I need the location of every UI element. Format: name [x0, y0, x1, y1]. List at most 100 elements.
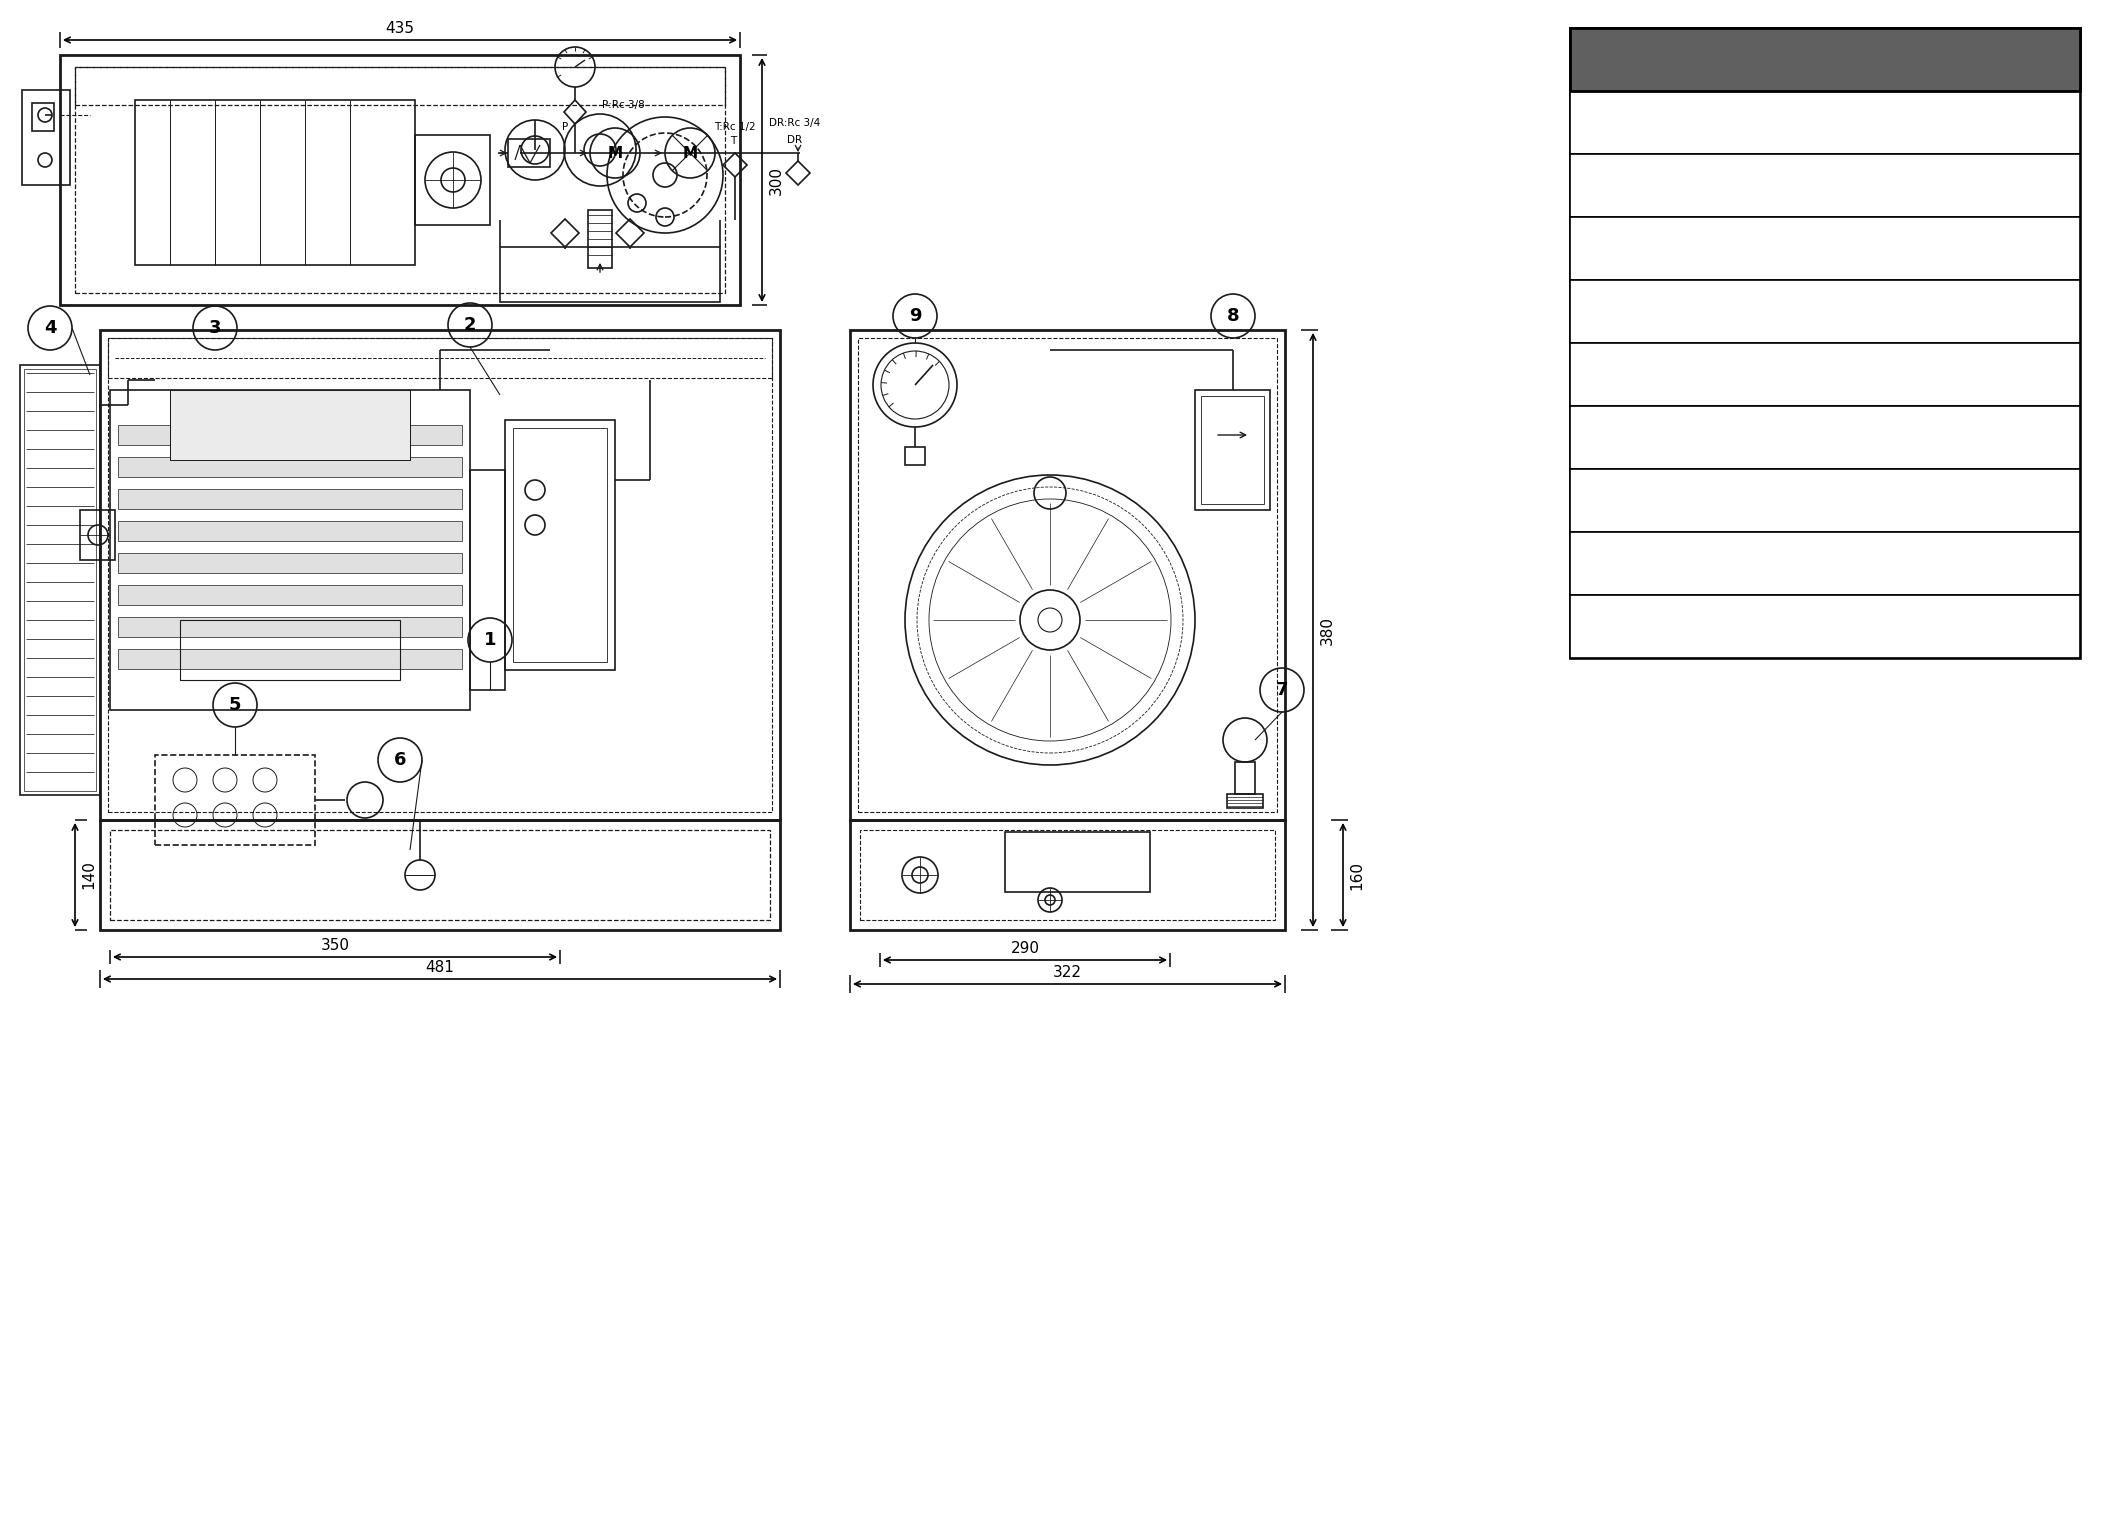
Bar	[1570, 218, 2081, 280]
Text: DR: DR	[788, 135, 803, 146]
Bar	[1195, 391, 1269, 510]
Bar	[904, 447, 925, 466]
Bar	[1006, 832, 1151, 892]
Bar	[21, 90, 70, 185]
Text: 322: 322	[1052, 965, 1081, 979]
Bar	[118, 585, 462, 605]
Text: Filter: Filter	[1861, 365, 1910, 383]
Bar	[110, 830, 769, 921]
Text: 1: 1	[1623, 112, 1636, 132]
Text: P: P	[563, 123, 569, 132]
Text: 9: 9	[1623, 616, 1636, 636]
Text: T:Rc 1/2: T:Rc 1/2	[715, 123, 757, 132]
Text: 8: 8	[1623, 553, 1636, 573]
Text: P:Rc 3/8: P:Rc 3/8	[603, 100, 645, 110]
Text: Oil level: Oil level	[1844, 427, 1925, 446]
Text: PUMP: PUMP	[1857, 176, 1912, 195]
Text: 2: 2	[1623, 176, 1636, 195]
Text: 6: 6	[394, 751, 407, 769]
Text: 3: 3	[1623, 239, 1636, 257]
Bar	[1570, 28, 2081, 659]
Text: Model: Model	[1851, 49, 1918, 69]
Text: Tank: Tank	[1863, 112, 1908, 132]
Bar	[1570, 155, 2081, 218]
Text: 5: 5	[230, 696, 240, 714]
Bar	[80, 510, 116, 561]
Bar	[19, 365, 99, 795]
Bar	[588, 210, 611, 268]
Bar	[1570, 406, 2081, 469]
Bar	[171, 391, 409, 460]
Bar	[99, 820, 780, 930]
Bar	[32, 103, 55, 132]
Bar	[108, 339, 772, 812]
Text: 160: 160	[1349, 861, 1364, 890]
Bar	[500, 247, 721, 302]
Bar	[118, 521, 462, 541]
Bar	[858, 339, 1277, 812]
Text: DR:Rc 3/4: DR:Rc 3/4	[769, 118, 820, 129]
Bar	[1570, 594, 2081, 659]
Bar	[118, 489, 462, 509]
Bar	[118, 457, 462, 476]
Bar	[59, 55, 740, 305]
Text: 290: 290	[1010, 941, 1039, 956]
Bar	[99, 329, 780, 820]
Text: T: T	[729, 136, 736, 146]
Bar	[850, 329, 1286, 820]
Bar	[1570, 532, 2081, 594]
Bar	[470, 470, 506, 689]
Text: 4: 4	[1623, 302, 1636, 320]
Bar	[179, 620, 401, 680]
Text: Filler Breather: Filler Breather	[1817, 490, 1954, 510]
Bar	[1570, 343, 2081, 406]
Bar	[156, 755, 314, 846]
Bar	[135, 100, 415, 265]
Bar	[1235, 761, 1254, 794]
Text: Heat Exchanger: Heat Exchanger	[1807, 302, 1963, 320]
Bar	[860, 830, 1275, 921]
Text: 8: 8	[1227, 306, 1240, 325]
Bar	[1570, 469, 2081, 532]
Text: Motor: Motor	[1857, 239, 1914, 257]
Text: Pressure Gauge: Pressure Gauge	[1809, 616, 1963, 636]
Text: 380: 380	[1320, 616, 1334, 645]
Bar	[118, 650, 462, 669]
Bar	[108, 339, 772, 378]
Text: 481: 481	[426, 959, 455, 974]
Bar	[1570, 280, 2081, 343]
Text: 300: 300	[769, 165, 784, 195]
Bar	[1570, 90, 2081, 155]
Bar	[76, 67, 725, 106]
Bar	[118, 617, 462, 637]
Text: 4: 4	[44, 319, 57, 337]
Bar	[118, 424, 462, 444]
Bar	[415, 135, 489, 225]
Text: 5: 5	[1623, 365, 1636, 383]
Bar	[76, 67, 725, 293]
Text: 435: 435	[386, 20, 415, 35]
Bar	[1202, 395, 1265, 504]
Bar	[1570, 28, 2081, 90]
Text: 350: 350	[320, 938, 350, 953]
Text: 7: 7	[1623, 490, 1636, 510]
Bar	[1227, 794, 1263, 807]
Bar	[118, 553, 462, 573]
Text: 3: 3	[209, 319, 221, 337]
Text: 6: 6	[1623, 427, 1636, 446]
Text: 2: 2	[464, 316, 476, 334]
Text: NO.: NO.	[1611, 49, 1651, 69]
Text: 1: 1	[483, 631, 495, 650]
Bar	[506, 420, 616, 669]
Bar	[110, 391, 470, 709]
Text: M: M	[683, 146, 698, 161]
Bar	[850, 820, 1286, 930]
Text: Check Valve: Check Valve	[1826, 553, 1944, 573]
Text: 9: 9	[909, 306, 921, 325]
Bar	[508, 139, 550, 167]
Bar	[23, 369, 97, 791]
Text: 7: 7	[1275, 682, 1288, 699]
Bar	[512, 427, 607, 662]
Text: 140: 140	[82, 861, 97, 890]
Text: M: M	[607, 146, 622, 161]
